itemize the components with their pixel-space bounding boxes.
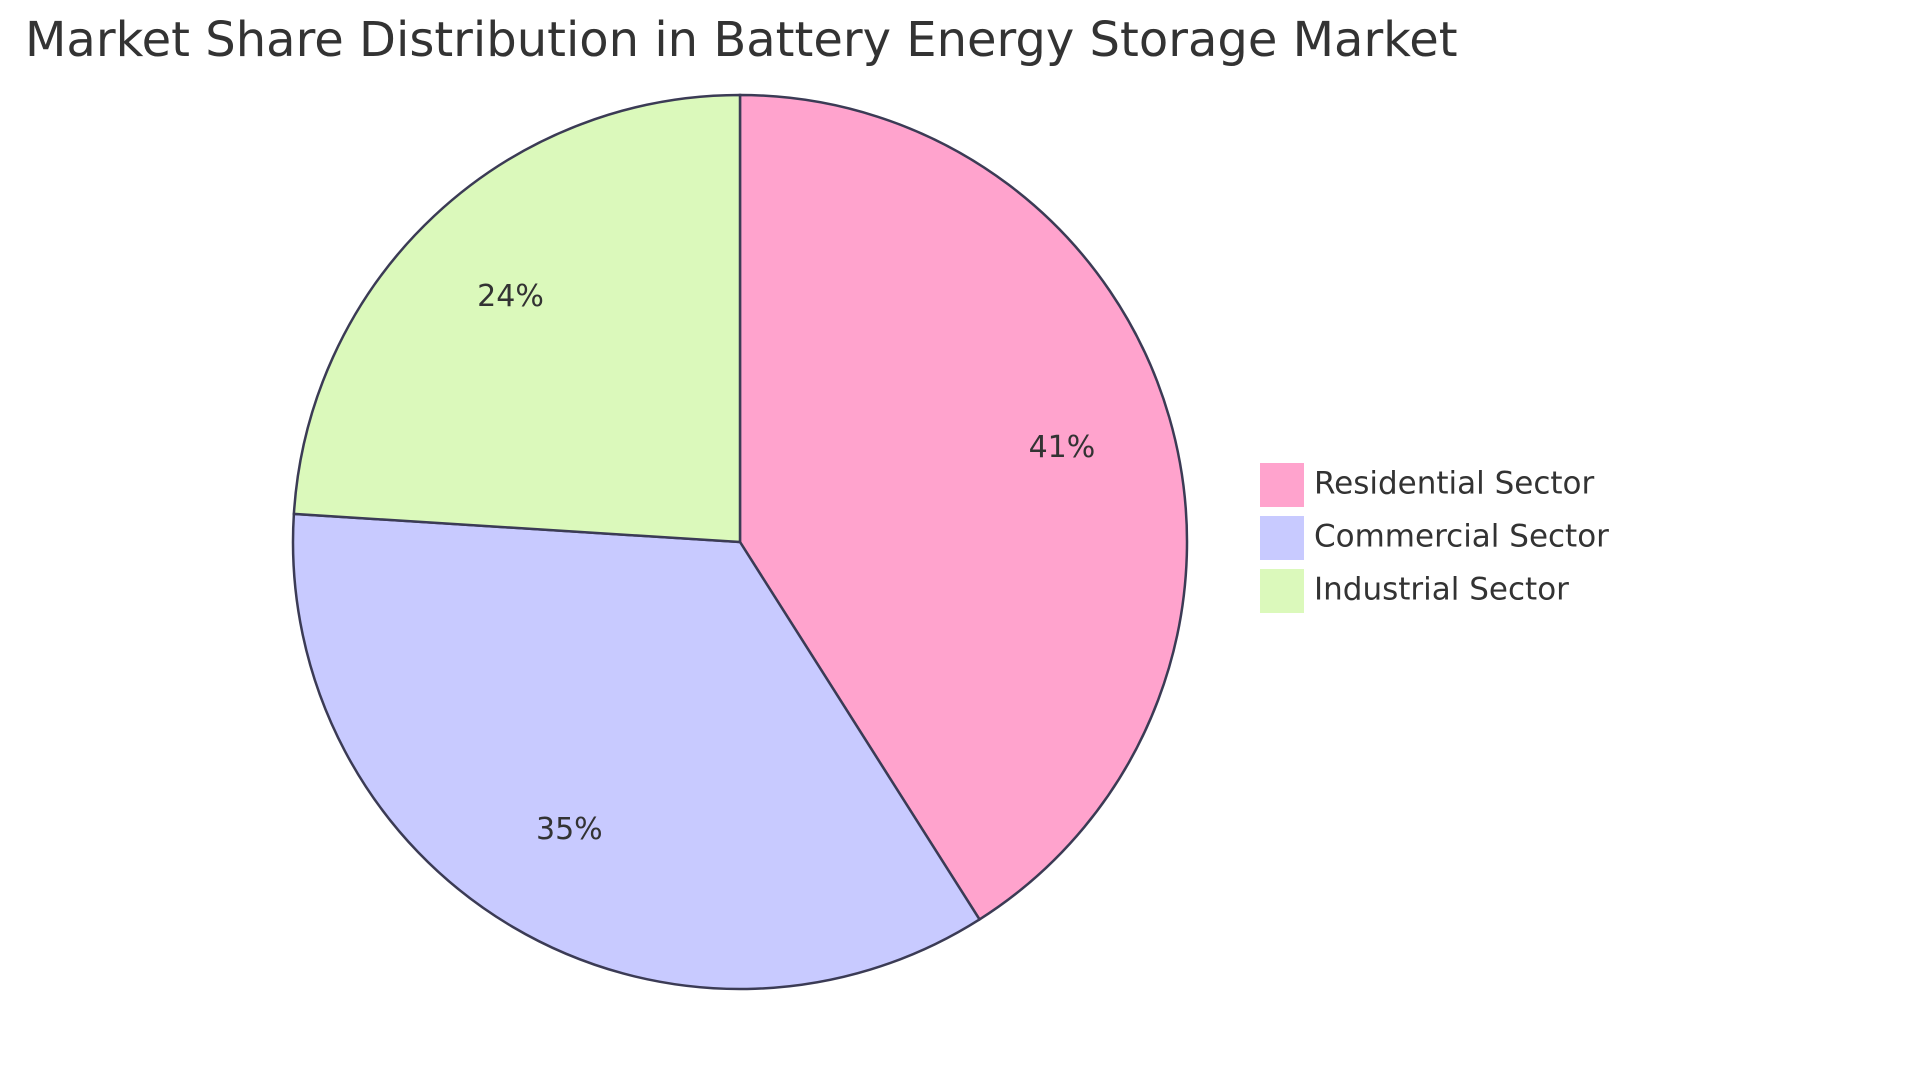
legend-label: Commercial Sector xyxy=(1314,519,1609,555)
data-label: 24% xyxy=(477,279,544,314)
pie-slice xyxy=(738,93,1189,922)
pie-slice xyxy=(292,93,742,544)
data-label: 41% xyxy=(1029,430,1096,465)
pie-slice xyxy=(291,512,982,991)
legend-swatch xyxy=(1260,516,1304,560)
legend-label: Residential Sector xyxy=(1314,466,1595,502)
legend-label: Industrial Sector xyxy=(1314,572,1569,608)
legend-swatch xyxy=(1260,569,1304,613)
chart-title: Market Share Distribution in Battery Ene… xyxy=(25,12,1458,68)
data-label: 35% xyxy=(536,812,603,847)
legend-swatch xyxy=(1260,463,1304,507)
